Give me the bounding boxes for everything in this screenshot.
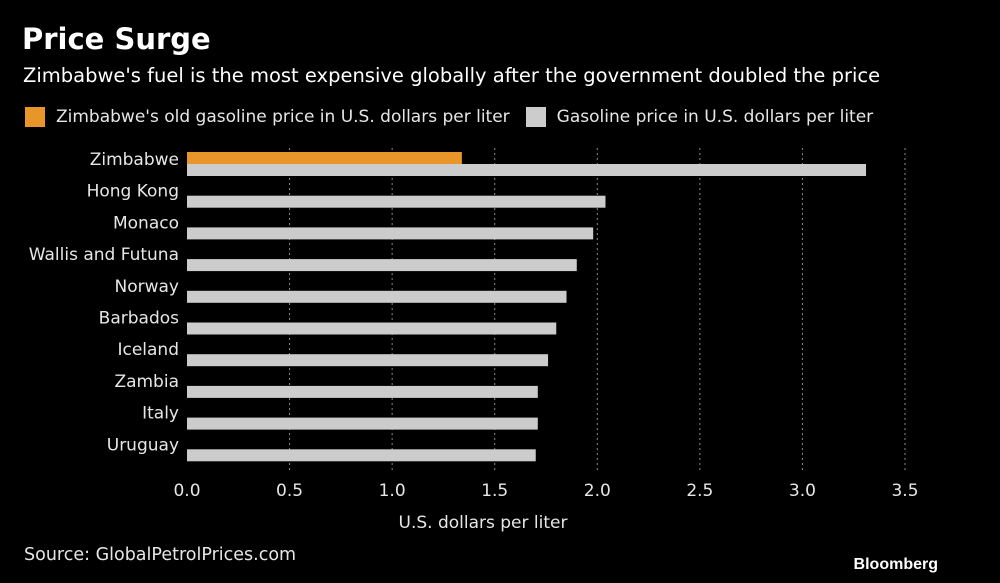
legend-item-old-price: Zimbabwe's old gasoline price in U.S. do… [25,107,510,127]
x-tick-label-1: 0.5 [276,481,303,501]
bar-current-4 [187,290,567,303]
legend-label-old-price: Zimbabwe's old gasoline price in U.S. do… [56,107,510,127]
legend-swatch-old-price [25,107,45,127]
x-tick-label-0: 0.0 [173,481,200,501]
legend: Zimbabwe's old gasoline price in U.S. do… [25,104,889,130]
grid-layer [289,148,906,470]
x-tick-label-5: 2.5 [686,481,713,501]
legend-item-current-price: Gasoline price in U.S. dollars per liter [525,107,874,127]
x-tick-label-3: 1.5 [481,481,508,501]
chart-subtitle: Zimbabwe's fuel is the most expensive gl… [23,64,881,87]
bar-current-7 [187,385,538,398]
bar-current-1 [187,195,606,208]
x-tick-label-7: 3.5 [891,481,918,501]
category-label-layer: Zimbabwe Hong Kong Monaco Wallis and Futuna… [29,150,179,455]
category-label-0: Zimbabwe [90,150,179,170]
bar-current-5 [187,322,557,335]
bloomberg-logo: Bloomberg [853,556,938,573]
bar-layer [187,152,867,462]
category-label-6: Iceland [117,340,179,360]
chart-title: Price Surge [22,22,211,56]
legend-swatch-current-price [525,107,546,127]
category-label-3: Wallis and Futuna [29,245,179,265]
bar-current-9 [187,449,536,462]
x-tick-label-4: 2.0 [584,481,611,501]
category-label-1: Hong Kong [87,182,179,202]
category-label-2: Monaco [113,213,179,233]
category-label-5: Barbados [99,309,179,329]
bar-old-0 [187,152,462,164]
category-label-7: Zambia [114,372,179,392]
bar-current-2 [187,227,594,240]
bar-current-6 [187,354,549,367]
source-note: Source: GlobalPetrolPrices.com [24,545,297,565]
bar-current-8 [187,417,538,430]
legend-label-current-price: Gasoline price in U.S. dollars per liter [556,107,874,127]
x-tick-layer: 0.0 0.5 1.0 1.5 2.0 2.5 3.0 3.5 [173,481,918,501]
category-label-4: Norway [115,277,180,297]
x-tick-label-6: 3.0 [789,481,816,501]
bar-current-3 [187,259,577,272]
category-label-8: Italy [142,404,179,424]
bar-current-0 [187,164,867,176]
x-tick-label-2: 1.0 [379,481,406,501]
category-label-9: Uruguay [107,435,179,455]
x-axis-label: U.S. dollars per liter [399,513,568,533]
